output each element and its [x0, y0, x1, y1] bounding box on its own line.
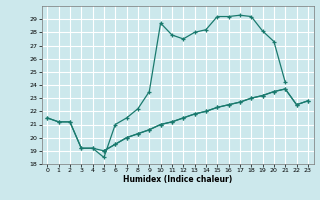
X-axis label: Humidex (Indice chaleur): Humidex (Indice chaleur): [123, 175, 232, 184]
